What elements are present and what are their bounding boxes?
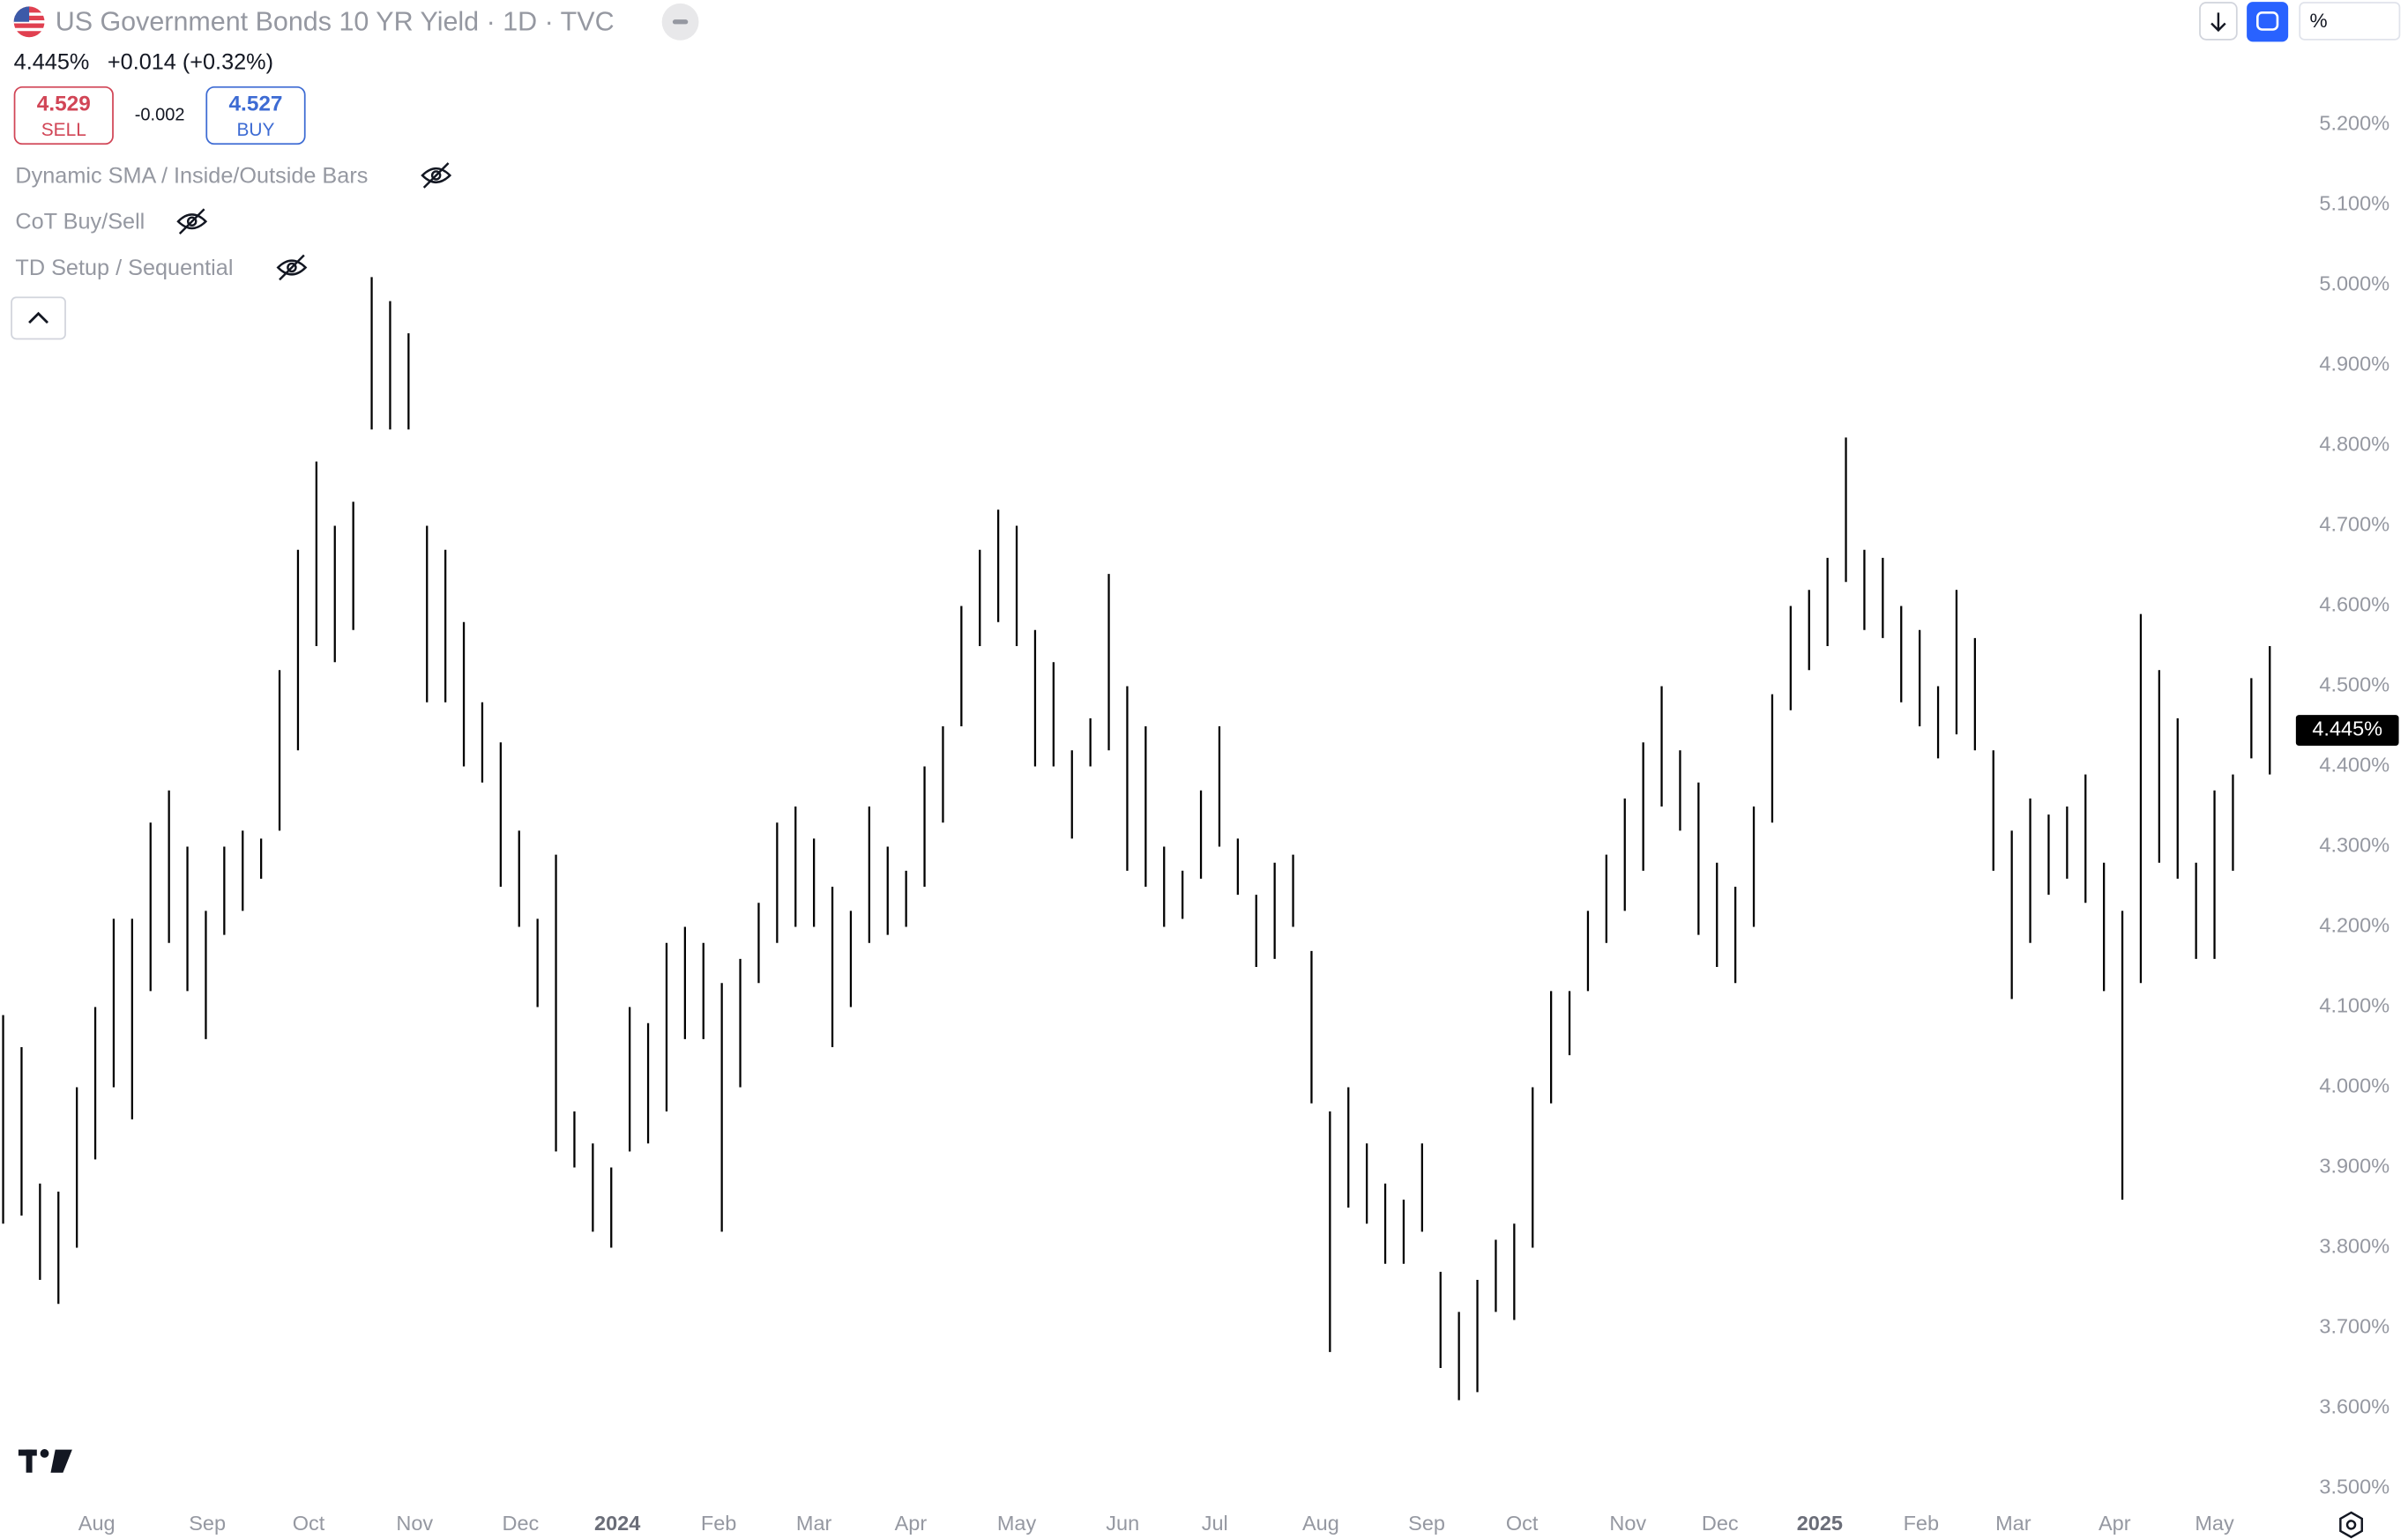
x-tick-label: 2024: [594, 1512, 640, 1535]
y-tick-label: 4.500%: [2319, 673, 2389, 696]
x-tick-label: Oct: [1506, 1512, 1539, 1535]
y-tick-label: 4.000%: [2319, 1074, 2389, 1097]
last-price-tag-label: 4.445%: [2312, 717, 2382, 740]
y-tick-label: 3.800%: [2319, 1235, 2389, 1258]
y-tick-label: 4.300%: [2319, 834, 2389, 857]
buy-button[interactable]: 4.527 BUY: [205, 86, 306, 145]
y-tick-label: 4.400%: [2319, 754, 2389, 777]
indicator-label: Dynamic SMA / Inside/Outside Bars: [15, 163, 368, 188]
x-tick-label: May: [997, 1512, 1037, 1535]
x-tick-label: Nov: [1609, 1512, 1646, 1535]
y-tick-label: 4.700%: [2319, 513, 2389, 536]
y-tick-label: 5.100%: [2319, 192, 2389, 215]
unit-field[interactable]: %: [2299, 2, 2401, 41]
y-tick-label: 4.900%: [2319, 353, 2389, 375]
x-tick-label: Aug: [1302, 1512, 1339, 1535]
x-tick-label: Sep: [189, 1512, 226, 1535]
spread: -0.002: [135, 105, 185, 124]
flag-icon: [13, 6, 45, 38]
x-tick-label: Apr: [2099, 1512, 2131, 1535]
y-tick-label: 3.700%: [2319, 1315, 2389, 1338]
price-change: +0.014 (+0.32%): [108, 49, 273, 74]
x-tick-label: Aug: [78, 1512, 116, 1535]
x-tick-label: Sep: [1408, 1512, 1445, 1535]
y-tick-label: 4.200%: [2319, 914, 2389, 937]
buy-label: BUY: [237, 120, 275, 140]
hidden-eye-icon[interactable]: [276, 254, 308, 281]
x-tick-label: Feb: [1904, 1512, 1940, 1535]
last-price-tag: [2295, 715, 2399, 746]
indicator-label: TD Setup / Sequential: [15, 256, 233, 280]
x-tick-label: Apr: [895, 1512, 928, 1535]
y-tick-label: 3.600%: [2319, 1395, 2389, 1418]
x-tick-label: Jul: [1202, 1512, 1228, 1535]
sort-button[interactable]: [2199, 2, 2238, 41]
x-tick-label: Mar: [1995, 1512, 2032, 1535]
x-tick-label: Nov: [396, 1512, 433, 1535]
unit-text: %: [2310, 10, 2328, 32]
y-tick-label: 3.500%: [2319, 1476, 2389, 1498]
plot: [2, 277, 2271, 1401]
x-tick-label: Mar: [796, 1512, 832, 1535]
toggle-button[interactable]: [2247, 2, 2289, 42]
collapse-button[interactable]: [11, 296, 66, 340]
settings-icon[interactable]: [2339, 1511, 2363, 1539]
x-tick-label: Oct: [293, 1512, 325, 1535]
x-tick-label: May: [2195, 1512, 2234, 1535]
x-tick-label: Dec: [503, 1512, 540, 1535]
indicator-label: CoT Buy/Sell: [15, 210, 145, 234]
y-tick-label: 4.800%: [2319, 433, 2389, 456]
sell-label: SELL: [41, 120, 86, 140]
hidden-eye-icon[interactable]: [176, 208, 208, 235]
buy-price: 4.527: [228, 92, 282, 115]
x-tick-label: Dec: [1702, 1512, 1739, 1535]
x-tick-label: Jun: [1106, 1512, 1139, 1535]
minimize-button[interactable]: [661, 3, 699, 41]
sell-price: 4.529: [37, 92, 91, 115]
y-tick-label: 4.600%: [2319, 593, 2389, 616]
y-tick-label: 5.200%: [2319, 112, 2389, 135]
y-tick-label: 3.900%: [2319, 1155, 2389, 1178]
x-tick-label: Feb: [701, 1512, 737, 1535]
symbol-title: US Government Bonds 10 YR Yield · 1D · T…: [56, 7, 615, 37]
hidden-eye-icon[interactable]: [421, 162, 452, 189]
last-price: 4.445%: [14, 49, 90, 74]
sell-button[interactable]: 4.529 SELL: [13, 86, 114, 145]
x-tick-label: 2025: [1797, 1512, 1843, 1535]
tradingview-logo: [18, 1449, 72, 1473]
y-tick-label: 4.100%: [2319, 994, 2389, 1017]
y-tick-label: 5.000%: [2319, 272, 2389, 295]
